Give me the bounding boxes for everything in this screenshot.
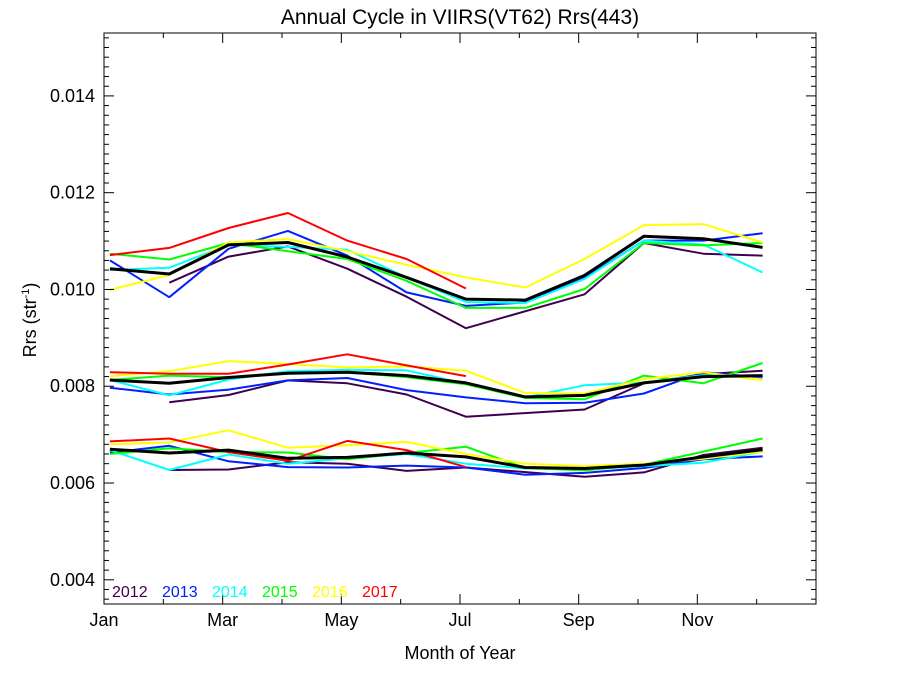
chart-title: Annual Cycle in VIIRS(VT62) Rrs(443) <box>281 6 639 29</box>
series-line-2012-band-1 <box>168 242 763 330</box>
series-line-2017-band-1 <box>109 212 467 290</box>
series-line-mean-band-1 <box>109 234 763 302</box>
y-tick-label: 0.010 <box>50 279 95 299</box>
series-line-2015-band-1 <box>109 242 763 309</box>
y-tick-label: 0.006 <box>50 473 95 493</box>
series-line-2012-band-2 <box>169 369 763 418</box>
y-axis-label-main: Rrs (str <box>20 298 40 357</box>
y-tick-label: 0.014 <box>50 86 95 106</box>
legend-entry-2014: 2014 <box>212 584 248 601</box>
y-axis-label-close: ) <box>20 283 40 289</box>
y-axis-label-superscript: -1 <box>20 289 32 299</box>
x-tick-labels: Jan Mar May Jul Sep Nov <box>89 610 713 630</box>
series-line-mean-band-3 <box>109 447 763 470</box>
series-line-2016-band-1 <box>109 223 763 291</box>
series-line-2017-band-3 <box>109 437 467 469</box>
y-tick-label: 0.008 <box>50 376 95 396</box>
series-line-2013-band-2 <box>109 371 763 405</box>
legend-entry-2012: 2012 <box>112 584 148 601</box>
plot-frame <box>103 32 817 605</box>
x-axis-label: Month of Year <box>404 643 515 663</box>
axis-ticks <box>103 33 816 604</box>
y-tick-labels: 0.004 0.006 0.008 0.010 0.012 0.014 <box>50 86 95 590</box>
plot-series-lines <box>109 212 764 478</box>
y-tick-label: 0.012 <box>50 183 95 203</box>
x-tick-label: Sep <box>563 610 595 630</box>
x-tick-label: Jul <box>448 610 471 630</box>
x-tick-label: Nov <box>681 610 713 630</box>
legend-entry-2013: 2013 <box>162 584 198 601</box>
y-axis-label: Rrs (str-1) <box>20 283 40 358</box>
x-tick-label: Jan <box>89 610 118 630</box>
legend-entry-2015: 2015 <box>262 584 298 601</box>
legend-entry-2017: 2017 <box>362 584 398 601</box>
series-line-mean-band-2 <box>109 370 763 399</box>
y-tick-label: 0.004 <box>50 570 95 590</box>
legend: 2012 2013 2014 2015 2016 2017 <box>112 584 398 601</box>
x-tick-label: May <box>324 610 358 630</box>
legend-entry-2016: 2016 <box>312 584 348 601</box>
series-line-2013-band-3 <box>109 444 763 476</box>
x-tick-label: Mar <box>207 610 238 630</box>
series-line-2017-band-2 <box>109 353 467 378</box>
series-line-2016-band-2 <box>109 360 763 395</box>
